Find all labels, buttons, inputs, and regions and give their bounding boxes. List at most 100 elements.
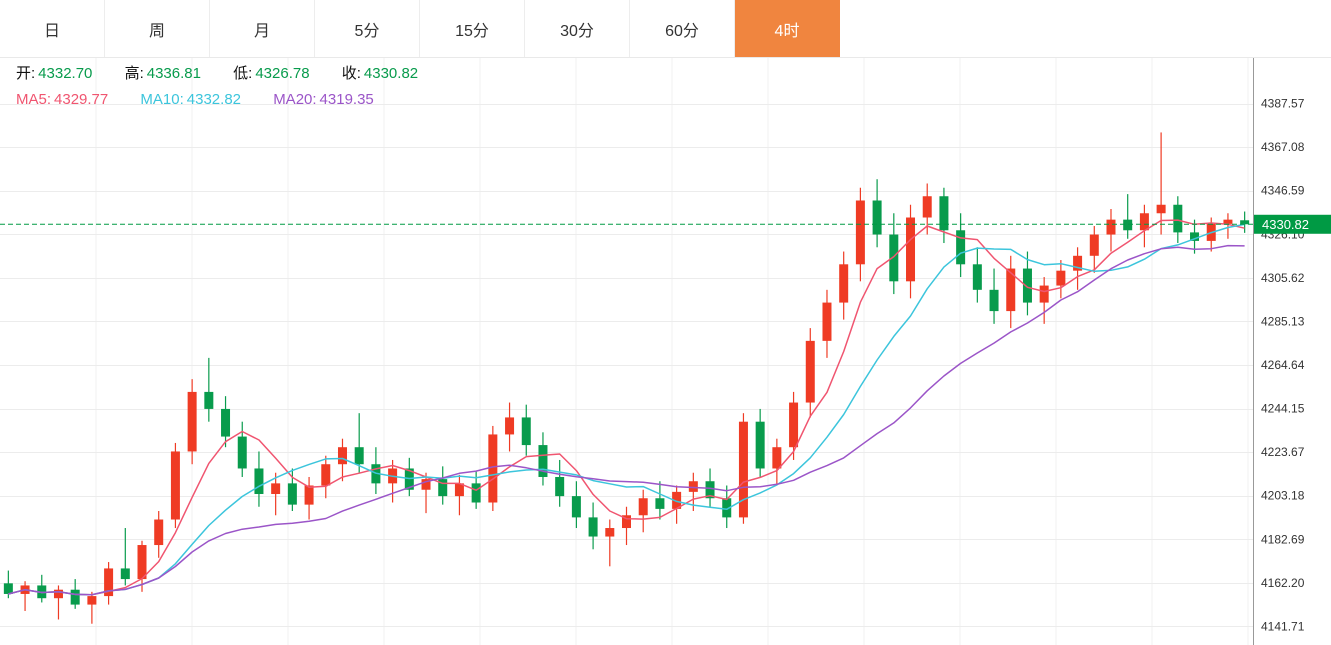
candle-body [1156, 204, 1166, 214]
candle-body [1039, 285, 1049, 303]
candle-body [254, 468, 264, 494]
tab-30min[interactable]: 30分 [525, 0, 630, 57]
candle-body [1240, 220, 1250, 225]
tab-60min[interactable]: 60分 [630, 0, 735, 57]
candle-body [237, 436, 247, 469]
candle-body [304, 485, 314, 505]
candle-body [521, 417, 531, 446]
high-item: 高: 4336.81 [125, 65, 201, 82]
candle-body [154, 519, 164, 546]
candle-body [204, 391, 214, 409]
low-label: 低: [233, 65, 253, 82]
y-axis-tick: 4367.08 [1261, 140, 1305, 154]
candle-body [1056, 270, 1066, 286]
y-axis-tick: 4346.59 [1261, 184, 1305, 198]
candle-body [571, 496, 581, 518]
open-item: 开: 4332.70 [16, 65, 92, 82]
candle-body [354, 447, 364, 465]
candle-body [555, 476, 565, 497]
high-value: 4336.81 [146, 65, 201, 82]
tab-day[interactable]: 日 [0, 0, 105, 57]
current-price-label-text: 4330.82 [1262, 217, 1309, 232]
candle-body [505, 417, 515, 435]
y-axis-tick: 4203.18 [1261, 489, 1305, 503]
close-item: 收: 4330.82 [342, 65, 418, 82]
candle-body [1073, 255, 1083, 271]
ma20-line [8, 244, 1245, 596]
interval-tabbar: 日周月 5分 15分 30分 60分 4时 [0, 0, 1331, 58]
y-axis-tick: 4285.13 [1261, 314, 1305, 328]
ma10-item: MA10: 4332.82 [140, 91, 241, 108]
candle-body [805, 340, 815, 403]
ma5-line [8, 219, 1245, 596]
ma-row: MA5: 4329.77 MA10: 4332.82 MA20: 4319.35 [16, 92, 446, 107]
candle-body [906, 217, 916, 282]
candle-body [688, 481, 698, 492]
candle-body [70, 589, 80, 605]
grid [0, 58, 1253, 645]
close-label: 收: [341, 65, 361, 82]
candle-body [889, 234, 899, 282]
candle-body [839, 264, 849, 303]
candle-body [972, 264, 982, 290]
candle-body [120, 568, 130, 580]
tab-5min[interactable]: 5分 [315, 0, 420, 57]
candle-body [137, 545, 147, 580]
candle-body [3, 583, 13, 594]
low-item: 低: 4326.78 [233, 65, 309, 82]
candle-body [287, 483, 297, 505]
y-axis-tick: 4387.57 [1261, 97, 1305, 111]
candle-body [1123, 219, 1133, 231]
chart-area[interactable]: 4387.57 4367.08 4346.59 4326.10 4305.62 4285.… [0, 58, 1331, 645]
candle-body [337, 447, 347, 465]
candlestick-chart[interactable]: 4387.574367.084346.594326.104305.624285.… [0, 58, 1331, 645]
candle-body [1190, 232, 1200, 241]
candle-body [421, 479, 431, 490]
tab-month[interactable]: 月 [210, 0, 315, 57]
tab-15min[interactable]: 15分 [420, 0, 525, 57]
y-axis-tick: 4141.71 [1261, 619, 1305, 633]
y-axis-tick: 4264.64 [1261, 358, 1305, 372]
ohlc-row: 开: 4332.70 高: 4336.81 低: 4326.78 收: 4330.82 [16, 66, 446, 81]
y-axis-tick: 4182.69 [1261, 532, 1305, 546]
high-label: 高: [124, 65, 144, 82]
candle-body [321, 464, 331, 486]
y-axis-labels: 4387.574367.084346.594326.104305.624285.… [1261, 97, 1305, 634]
ma5-label: MA5: [16, 91, 52, 108]
candle-body [1089, 234, 1099, 256]
candle-body [956, 230, 966, 265]
candle-body [1106, 219, 1116, 235]
candle-body [722, 498, 732, 518]
open-label: 开: [16, 65, 36, 82]
y-axis-tick: 4305.62 [1261, 271, 1305, 285]
ma5-item: MA5: 4329.77 [16, 91, 108, 108]
candle-body [822, 302, 832, 341]
candle-body [104, 568, 114, 597]
candle-body [789, 402, 799, 448]
candle-body [672, 491, 682, 509]
ma20-item: MA20: 4319.35 [273, 91, 374, 108]
y-axis-tick: 4223.67 [1261, 445, 1305, 459]
candle-body [989, 289, 999, 312]
candle-body [738, 421, 748, 518]
candle-body [922, 196, 932, 218]
tab-4hour[interactable]: 4时 [735, 0, 840, 57]
candle-body [605, 528, 615, 537]
candle-body [939, 196, 949, 231]
candle-body [638, 498, 648, 516]
candle-body [655, 498, 665, 509]
candle-body [772, 447, 782, 469]
tab-week[interactable]: 周 [105, 0, 210, 57]
ohlc-legend: 开: 4332.70 高: 4336.81 低: 4326.78 收: 4330.82 … [16, 66, 446, 118]
candle-body [622, 515, 631, 529]
current-price-label-box [1254, 214, 1331, 234]
candle-body [170, 451, 180, 520]
candle-body [538, 445, 548, 477]
candle-body [1006, 268, 1016, 312]
candle-body [1139, 213, 1149, 231]
candle-body [471, 483, 481, 503]
ma20-value: 4319.35 [319, 91, 374, 108]
current-price-label: 4330.82 [1254, 214, 1331, 234]
y-axis-tick: 4244.15 [1261, 402, 1305, 416]
